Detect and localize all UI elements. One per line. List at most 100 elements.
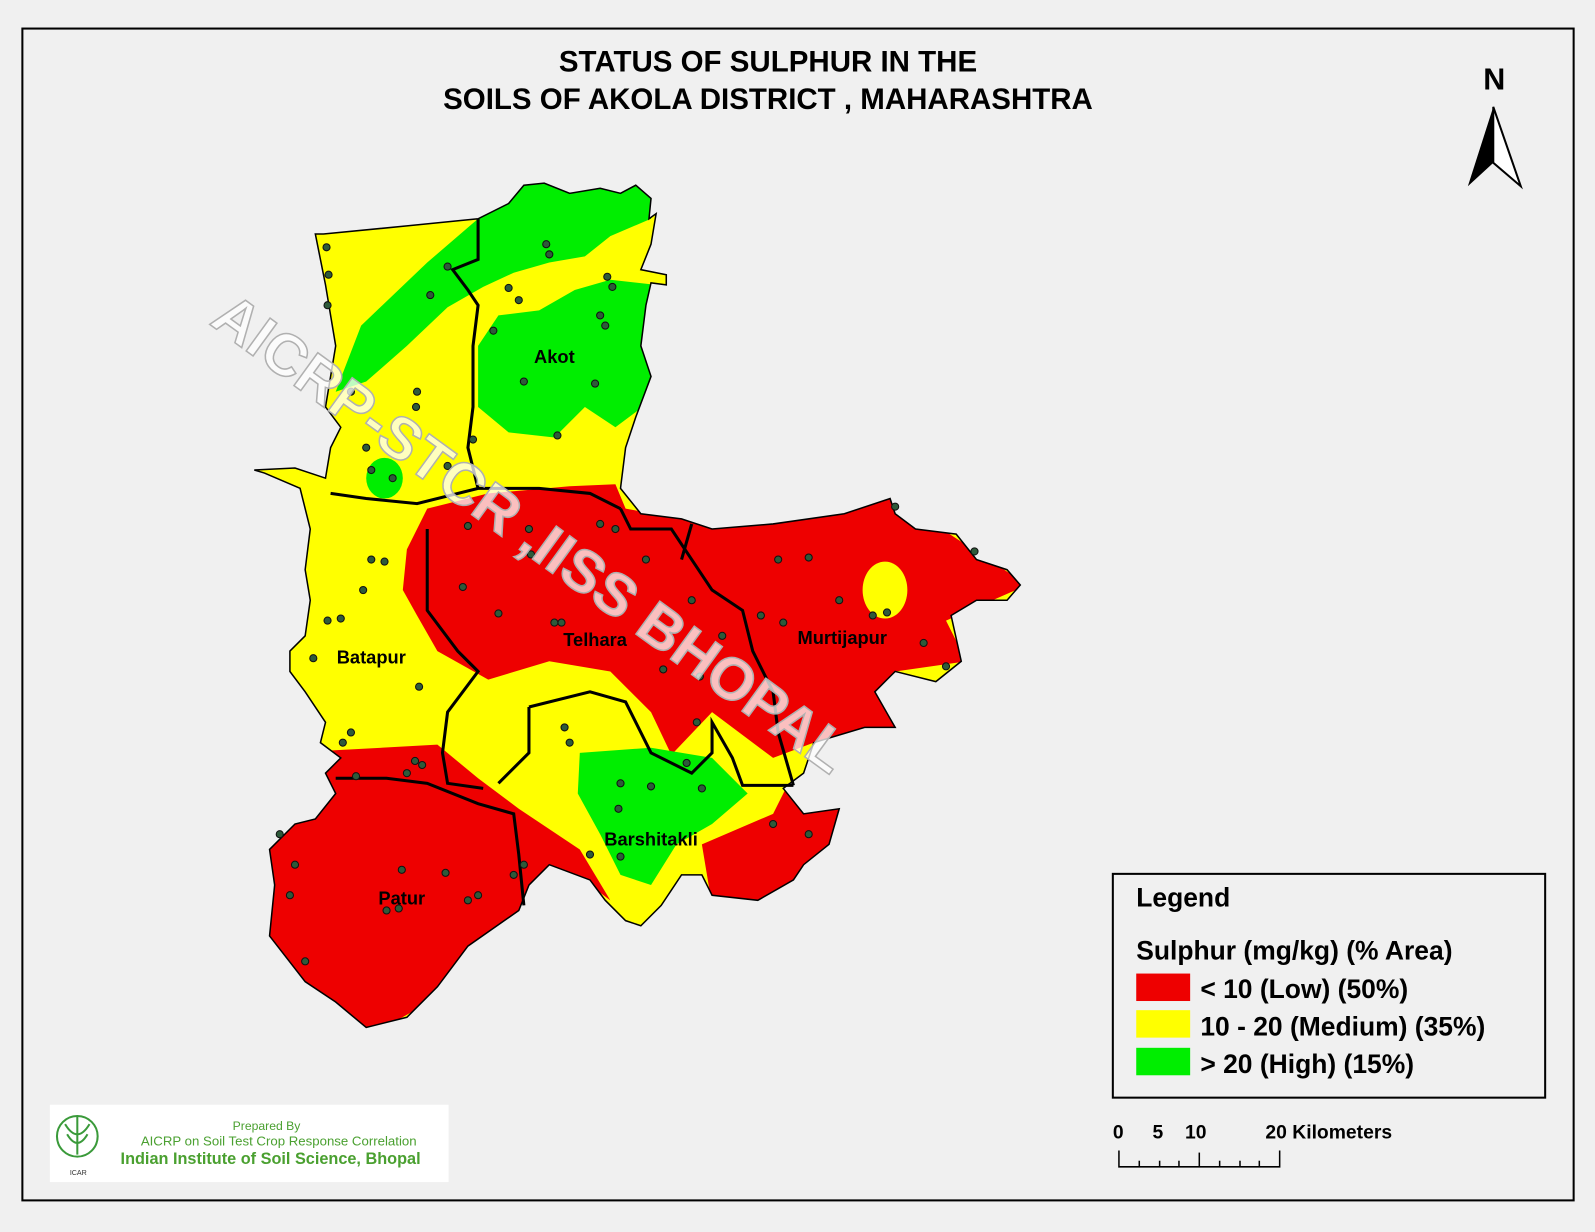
sample-point [359, 585, 368, 595]
sample-point [285, 891, 294, 900]
taluka-boundaries [330, 218, 795, 906]
sample-point [687, 596, 696, 605]
sample-points [275, 240, 979, 966]
legend-swatch-medium [1136, 1010, 1191, 1038]
legend-label-low: < 10 (Low) (50%) [1200, 974, 1408, 1004]
taluka-label-murtijapur: Murtijapur [798, 627, 887, 648]
sample-point [545, 250, 554, 259]
icar-logo-text: ICAR [70, 1169, 87, 1177]
sample-point [519, 860, 528, 869]
sample-point [804, 830, 813, 839]
sample-point [336, 614, 345, 623]
sample-point [774, 555, 783, 564]
sample-point [641, 555, 651, 564]
taluka-label-patur: Patur [378, 887, 425, 908]
scale-tick-20: 20 Kilometers [1265, 1122, 1392, 1143]
sample-point [275, 830, 284, 839]
taluka-label-telhara: Telhara [563, 629, 628, 650]
sample-point [443, 461, 452, 471]
sample-point [351, 772, 361, 781]
sample-point [322, 243, 331, 252]
sample-point [524, 524, 534, 534]
legend-swatch-low [1136, 973, 1191, 1002]
sample-point [718, 631, 727, 640]
scale-tick-5: 5 [1153, 1122, 1164, 1143]
sample-point [560, 723, 569, 732]
sample-point [290, 860, 300, 869]
sample-point [557, 618, 566, 627]
sample-point [601, 321, 610, 330]
scale-tick-10: 10 [1185, 1122, 1206, 1143]
legend-subtitle: Sulphur (mg/kg) (% Area) [1136, 935, 1452, 965]
sample-point [616, 852, 625, 861]
sample-point [411, 402, 421, 412]
map-title-line2: SOILS OF AKOLA DISTRICT , MAHARASHTRA [443, 83, 1093, 116]
sample-point [603, 272, 612, 281]
sample-point [338, 738, 347, 747]
sample-point [489, 326, 498, 335]
sample-point [550, 618, 559, 627]
credit-box: ICAR Prepared By AICRP on Soil Test Crop… [49, 1104, 449, 1183]
zone-high-akot [478, 279, 657, 438]
sample-point [323, 616, 332, 625]
credit-line1: Prepared By [233, 1119, 302, 1133]
sample-point [804, 553, 813, 562]
sample-point [970, 547, 979, 556]
sample-point [394, 904, 403, 913]
sample-point [494, 609, 503, 618]
sample-point [388, 474, 397, 483]
sample-point [591, 379, 600, 388]
sample-point [415, 682, 424, 691]
sample-point [323, 301, 332, 310]
sample-point [608, 282, 617, 291]
north-label: N [1483, 63, 1505, 97]
credit-line2: AICRP on Soil Test Crop Response Correla… [141, 1133, 417, 1148]
sample-point [585, 850, 595, 859]
sample-point [458, 582, 467, 592]
sample-point [769, 819, 778, 829]
taluka-labels: Akot Telhara Murtijapur Batapur Barshita… [337, 346, 887, 908]
scale-bar: 0 5 10 20 Kilometers [1113, 1122, 1392, 1168]
map-title-line1: STATUS OF SULPHUR IN THE [559, 45, 977, 78]
sample-point [692, 718, 701, 727]
sample-point [410, 756, 420, 766]
sample-point [441, 868, 450, 877]
sample-point [553, 431, 562, 440]
sample-point [367, 555, 376, 564]
sample-point [402, 769, 411, 778]
sample-point [301, 957, 310, 966]
sample-point [504, 283, 513, 293]
sample-point [565, 738, 574, 747]
sample-point [614, 804, 623, 813]
sample-point [659, 665, 668, 674]
sample-point [835, 596, 844, 605]
sample-point [367, 465, 376, 475]
scale-tick-0: 0 [1113, 1122, 1124, 1143]
sample-point [324, 270, 333, 279]
sample-point [514, 296, 523, 305]
sample-point [463, 896, 472, 905]
taluka-label-akot: Akot [534, 346, 575, 367]
legend-label-high: > 20 (High) (15%) [1200, 1049, 1414, 1079]
sample-point [463, 521, 472, 531]
sample-point [697, 784, 706, 793]
sample-point [346, 728, 356, 737]
sample-point [891, 502, 900, 511]
sample-point [596, 519, 605, 529]
sample-point [882, 608, 892, 617]
sample-point [426, 290, 435, 300]
taluka-label-batapur: Batapur [337, 646, 406, 667]
sample-point [682, 758, 691, 768]
sample-point [412, 387, 422, 396]
sample-point [526, 550, 536, 559]
sample-point [695, 672, 704, 681]
sample-point [646, 782, 656, 791]
taluka-label-barshitakli: Barshitakli [604, 828, 698, 849]
sample-point [509, 870, 518, 879]
sample-point [443, 262, 452, 271]
sample-point [309, 654, 318, 663]
legend-label-medium: 10 - 20 (Medium) (35%) [1200, 1012, 1485, 1042]
credit-line3: Indian Institute of Soil Science, Bhopal [121, 1150, 421, 1168]
zone-low-central [402, 484, 1021, 758]
